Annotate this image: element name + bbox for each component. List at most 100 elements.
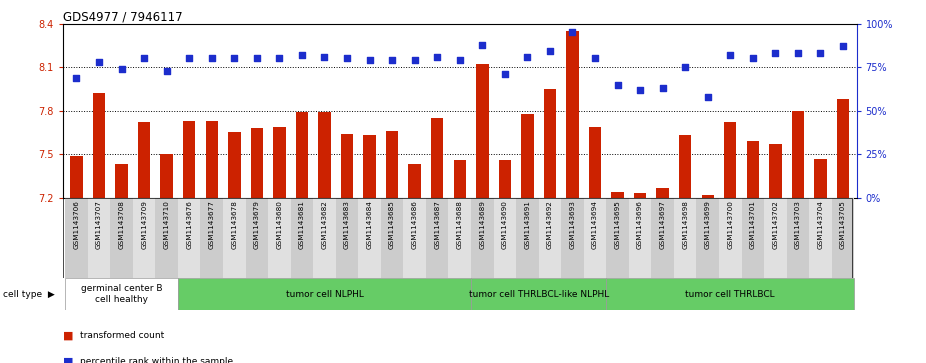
- Text: GSM1143707: GSM1143707: [96, 200, 102, 249]
- Point: [678, 64, 693, 70]
- Bar: [832, 198, 855, 278]
- Text: GSM1143691: GSM1143691: [524, 200, 531, 249]
- Bar: [702, 195, 714, 198]
- Bar: [404, 198, 426, 278]
- Point: [588, 56, 603, 61]
- Point: [565, 29, 580, 35]
- Text: GSM1143687: GSM1143687: [434, 200, 440, 249]
- Bar: [273, 127, 285, 198]
- Bar: [426, 198, 448, 278]
- Bar: [792, 111, 804, 198]
- Bar: [544, 89, 557, 198]
- Text: GSM1143699: GSM1143699: [705, 200, 711, 249]
- Bar: [476, 64, 489, 198]
- Bar: [156, 198, 178, 278]
- Bar: [431, 118, 444, 198]
- Bar: [88, 198, 110, 278]
- Bar: [471, 278, 607, 310]
- Bar: [65, 198, 88, 278]
- Bar: [498, 160, 511, 198]
- Text: GSM1143693: GSM1143693: [569, 200, 575, 249]
- Text: tumor cell THRLBCL: tumor cell THRLBCL: [685, 290, 775, 298]
- Point: [227, 56, 242, 61]
- Point: [497, 71, 512, 77]
- Bar: [228, 132, 241, 198]
- Bar: [251, 128, 263, 198]
- Bar: [567, 31, 579, 198]
- Point: [362, 57, 377, 63]
- Text: GSM1143682: GSM1143682: [321, 200, 328, 249]
- Bar: [454, 160, 466, 198]
- Bar: [448, 198, 471, 278]
- Text: cell type  ▶: cell type ▶: [3, 290, 55, 298]
- Text: GSM1143702: GSM1143702: [772, 200, 779, 249]
- Bar: [223, 198, 245, 278]
- Point: [294, 52, 309, 58]
- Bar: [178, 198, 201, 278]
- Bar: [837, 99, 849, 198]
- Bar: [93, 93, 106, 198]
- Bar: [110, 198, 132, 278]
- Bar: [269, 198, 291, 278]
- Bar: [764, 198, 787, 278]
- Bar: [634, 193, 646, 198]
- Text: GSM1143703: GSM1143703: [795, 200, 801, 249]
- Text: GSM1143704: GSM1143704: [818, 200, 823, 249]
- Text: GDS4977 / 7946117: GDS4977 / 7946117: [63, 11, 182, 24]
- Text: tumor cell THRLBCL-like NLPHL: tumor cell THRLBCL-like NLPHL: [469, 290, 608, 298]
- Bar: [607, 278, 855, 310]
- Text: GSM1143684: GSM1143684: [367, 200, 372, 249]
- Bar: [521, 114, 533, 198]
- Point: [543, 49, 557, 54]
- Bar: [313, 198, 336, 278]
- Bar: [696, 198, 719, 278]
- Point: [69, 75, 84, 81]
- Bar: [408, 164, 421, 198]
- Bar: [809, 198, 832, 278]
- Text: GSM1143688: GSM1143688: [457, 200, 463, 249]
- Point: [632, 87, 647, 93]
- Text: GSM1143695: GSM1143695: [615, 200, 620, 249]
- Text: GSM1143706: GSM1143706: [73, 200, 80, 249]
- Bar: [183, 121, 195, 198]
- Bar: [341, 134, 353, 198]
- Bar: [629, 198, 651, 278]
- Point: [317, 54, 332, 60]
- Point: [610, 82, 625, 87]
- Bar: [116, 164, 128, 198]
- Bar: [746, 141, 759, 198]
- Text: GSM1143690: GSM1143690: [502, 200, 507, 249]
- Bar: [611, 192, 624, 198]
- Point: [475, 42, 490, 48]
- Text: GSM1143692: GSM1143692: [547, 200, 553, 249]
- Point: [384, 57, 399, 63]
- Bar: [178, 278, 471, 310]
- Bar: [724, 122, 736, 198]
- Bar: [589, 127, 601, 198]
- Text: GSM1143685: GSM1143685: [389, 200, 395, 249]
- Point: [137, 56, 152, 61]
- Bar: [679, 135, 692, 198]
- Point: [835, 43, 850, 49]
- Bar: [319, 112, 331, 198]
- Bar: [607, 198, 629, 278]
- Text: GSM1143710: GSM1143710: [164, 200, 169, 249]
- Text: GSM1143701: GSM1143701: [750, 200, 756, 249]
- Point: [430, 54, 444, 60]
- Bar: [138, 122, 150, 198]
- Bar: [160, 154, 173, 198]
- Point: [181, 56, 196, 61]
- Point: [249, 56, 264, 61]
- Point: [520, 54, 535, 60]
- Bar: [770, 144, 782, 198]
- Bar: [70, 156, 82, 198]
- Text: GSM1143697: GSM1143697: [659, 200, 666, 249]
- Bar: [787, 198, 809, 278]
- Bar: [539, 198, 561, 278]
- Point: [114, 66, 129, 72]
- Bar: [381, 198, 404, 278]
- Point: [723, 52, 738, 58]
- Bar: [295, 112, 308, 198]
- Text: tumor cell NLPHL: tumor cell NLPHL: [285, 290, 363, 298]
- Point: [205, 56, 219, 61]
